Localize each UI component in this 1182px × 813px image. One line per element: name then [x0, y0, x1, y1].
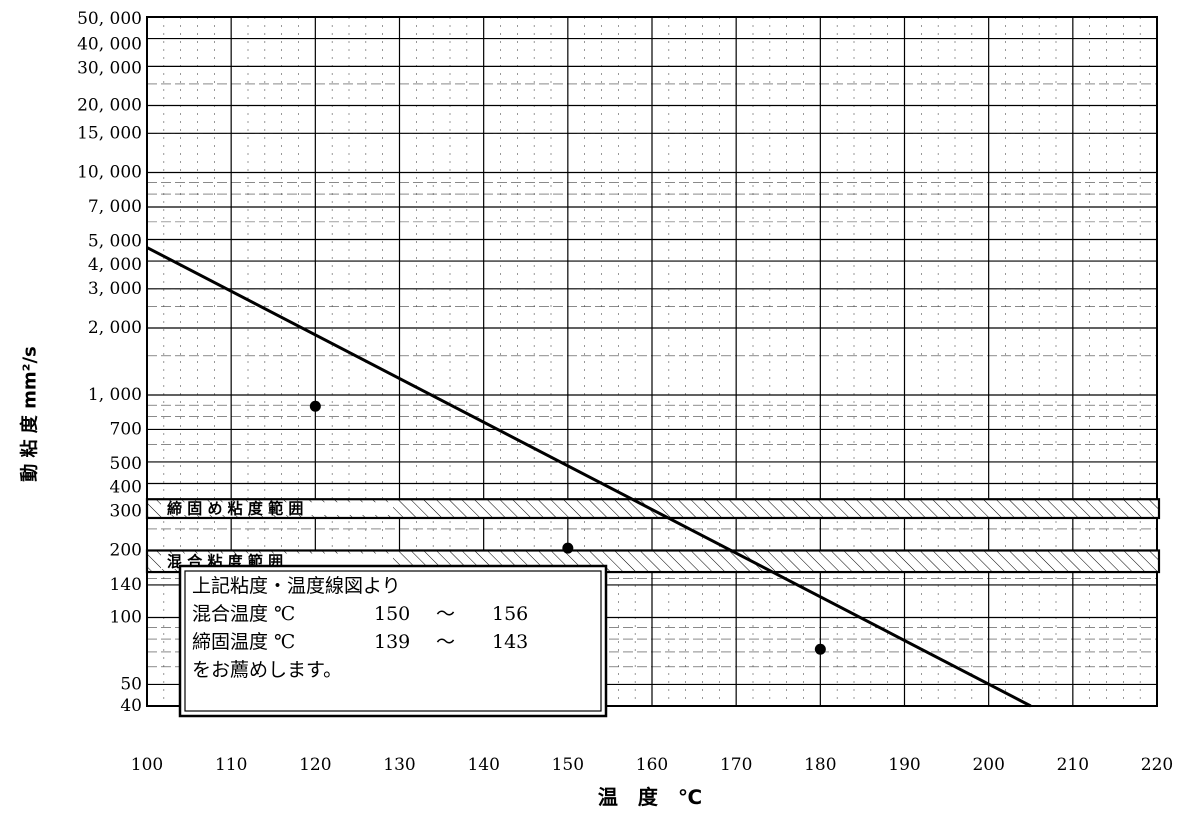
x-tick-label: 120: [299, 755, 331, 775]
y-tick-label: 140: [110, 575, 142, 595]
y-tick-label: 2, 000: [88, 318, 142, 338]
x-tick-label: 200: [972, 755, 1004, 775]
series-layer: [146, 246, 1032, 708]
x-tick-label: 140: [467, 755, 499, 775]
y-tick-label: 50: [120, 674, 142, 694]
temp-from: 150: [374, 603, 410, 625]
plot-frame: [146, 16, 1158, 707]
x-tick-label: 170: [720, 755, 752, 775]
y-tick-label: 700: [110, 419, 142, 439]
recommendation-text: 締固温度 ℃: [192, 631, 295, 653]
viscosity-line: [146, 246, 1032, 708]
recommendation-text: 上記粘度・温度線図より: [192, 575, 401, 597]
y-tick-label: 40: [120, 696, 142, 716]
y-tick-label: 40, 000: [77, 35, 142, 55]
temp-from: 139: [374, 631, 410, 653]
y-tick-label: 100: [110, 607, 142, 627]
temp-to: 143: [492, 631, 528, 653]
recommendation-text: をお薦めします。: [192, 659, 342, 681]
x-tick-label: 130: [383, 755, 415, 775]
recommendation-box-inner: [184, 570, 602, 712]
band-label: 締 固 め 粘 度 範 囲: [167, 500, 303, 518]
band-label-bg: [161, 502, 393, 515]
y-tick-label: 500: [110, 454, 142, 474]
y-axis-label-group: 動 粘 度 mm²/s: [19, 346, 41, 481]
y-tick-label: 20, 000: [77, 96, 142, 116]
y-tick-labels: 50, 000 40, 000 30, 000 20, 000 15, 000 10, 0…: [77, 9, 142, 716]
x-tick-labels: 100 110 120 130 140 150 160 170 180 190 200 210 220: [131, 755, 1173, 775]
y-tick-label: 5, 000: [88, 231, 142, 251]
y-tick-label: 50, 000: [77, 9, 142, 29]
x-tick-label: 100: [131, 755, 163, 775]
x-tick-label: 210: [1057, 755, 1089, 775]
data-point: [562, 542, 574, 554]
x-axis-label: 温 度 ℃: [598, 785, 702, 809]
y-tick-label: 300: [110, 501, 142, 521]
x-tick-label: 160: [636, 755, 668, 775]
x-tick-label: 180: [804, 755, 836, 775]
temp-to: 156: [492, 603, 528, 625]
x-tick-label: 190: [888, 755, 920, 775]
temp-separator: ～: [436, 603, 455, 625]
y-tick-label: 3, 000: [88, 279, 142, 299]
y-tick-label: 400: [110, 478, 142, 498]
temp-separator: ～: [436, 631, 455, 653]
recommendation-text: 混合温度 ℃: [192, 603, 295, 625]
x-tick-label: 150: [552, 755, 584, 775]
y-tick-label: 4, 000: [88, 255, 142, 275]
data-point: [309, 400, 321, 412]
y-tick-label: 1, 000: [88, 385, 142, 405]
y-tick-label: 30, 000: [77, 58, 142, 78]
y-axis-label: 動 粘 度 mm²/s: [19, 346, 41, 481]
y-tick-label: 15, 000: [77, 123, 142, 143]
data-point: [814, 643, 826, 655]
y-tick-label: 7, 000: [88, 197, 142, 217]
y-tick-label: 200: [110, 540, 142, 560]
y-tick-label: 10, 000: [77, 163, 142, 183]
x-tick-label: 220: [1141, 755, 1173, 775]
x-tick-label: 110: [215, 755, 247, 775]
